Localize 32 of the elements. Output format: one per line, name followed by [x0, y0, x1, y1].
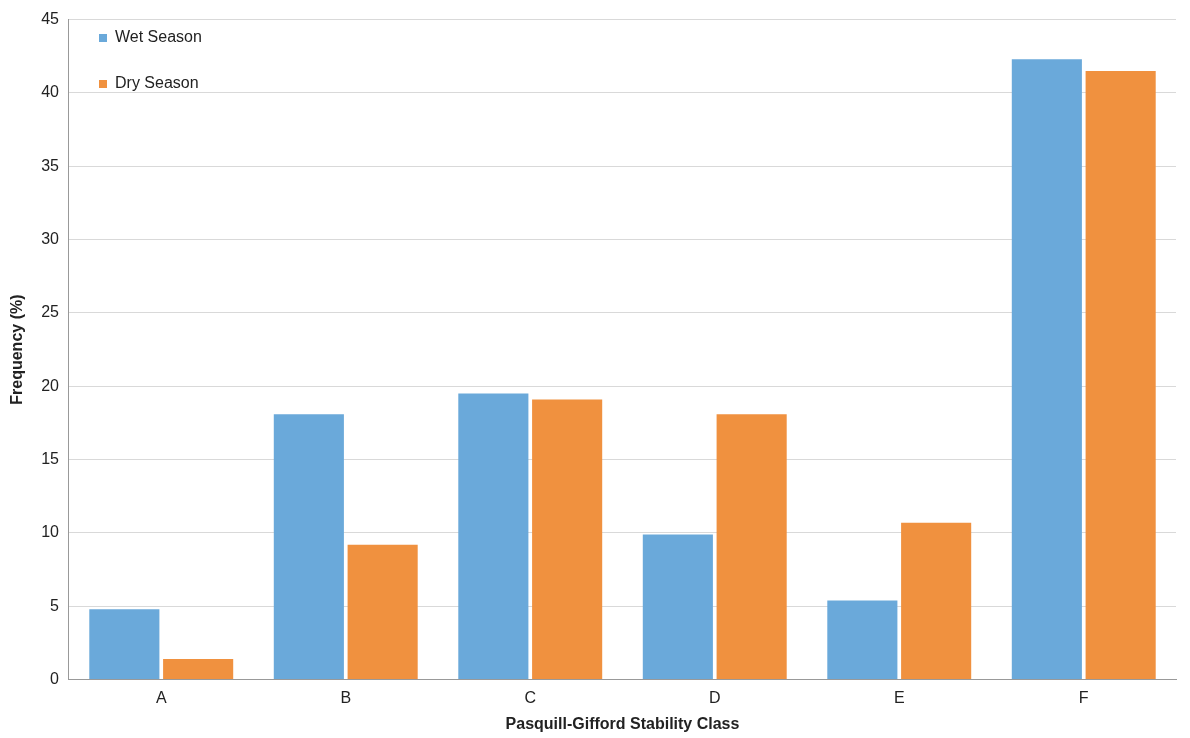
y-tick-label: 30: [41, 230, 60, 248]
bar: [1085, 70, 1156, 680]
bar: [901, 522, 972, 680]
bar: [642, 534, 713, 680]
x-tick-label: B: [340, 688, 352, 706]
x-tick-label: D: [708, 688, 721, 706]
bar: [163, 659, 234, 680]
bar: [532, 399, 603, 680]
y-tick-label: 35: [41, 156, 60, 174]
bar: [347, 544, 418, 680]
x-tick-label: C: [524, 688, 537, 706]
bar: [273, 414, 344, 680]
y-tick-label: 40: [41, 83, 60, 101]
x-axis-title: Pasquill-Gifford Stability Class: [505, 714, 740, 732]
y-tick-label: 0: [50, 670, 60, 688]
y-axis-title: Frequency (%): [8, 294, 26, 405]
bar: [458, 393, 529, 680]
bar: [1011, 59, 1082, 680]
legend-label: Wet Season: [115, 28, 202, 46]
y-tick-label: 5: [50, 596, 60, 614]
y-tick-label: 15: [41, 450, 60, 468]
y-tick-label: 45: [41, 10, 60, 28]
x-tick-label: E: [893, 688, 905, 706]
bar: [89, 609, 160, 680]
y-tick-label: 10: [41, 523, 60, 541]
bar: [716, 414, 787, 680]
x-tick-label: A: [155, 688, 167, 706]
y-tick-label: 25: [41, 303, 60, 321]
legend-label: Dry Season: [115, 74, 199, 92]
y-tick-label: 20: [41, 376, 60, 394]
bar: [827, 600, 898, 680]
x-tick-label: F: [1078, 688, 1089, 706]
